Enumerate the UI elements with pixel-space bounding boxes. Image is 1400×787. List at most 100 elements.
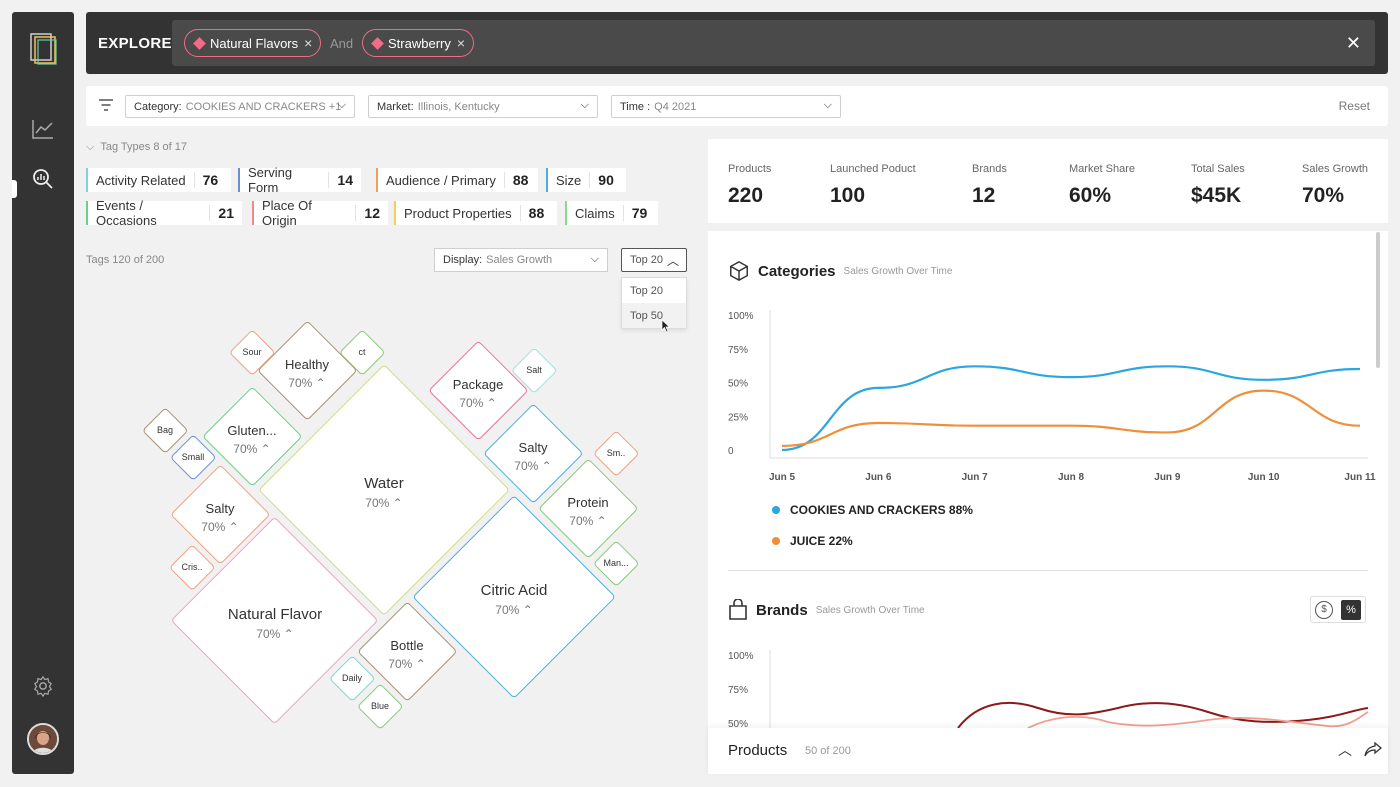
tag-tile-label: Sour	[192, 347, 312, 358]
chip-remove-icon[interactable]: ×	[304, 35, 313, 51]
tag-growth: 70% ⌃	[160, 520, 280, 534]
chevron-up-icon: ︿	[666, 254, 679, 268]
top-n-option[interactable]: Top 50	[622, 303, 686, 328]
tag-name: Sm..	[606, 447, 626, 458]
tag-type-audience-primary[interactable]: Audience / Primary 88	[376, 168, 538, 192]
explore-query-field[interactable]: Natural Flavors × And Strawberry × ✕	[172, 20, 1375, 66]
percent-icon[interactable]: %	[1341, 599, 1361, 620]
mouse-cursor-icon	[661, 319, 671, 338]
tag-type-events-occasions[interactable]: Events / Occasions 21	[86, 198, 242, 228]
kpi-label: Brands	[972, 163, 1007, 175]
brands-title: Brands	[756, 601, 808, 619]
dollar-icon[interactable]: $	[1315, 600, 1333, 619]
tag-growth: 70% ⌃	[324, 496, 444, 510]
tag-type-label: Audience / Primary	[386, 172, 496, 188]
panel-scrollbar[interactable]	[1376, 232, 1380, 368]
settings-gear-icon[interactable]	[12, 675, 74, 697]
category-label: Category:	[134, 100, 182, 113]
tag-type-serving-form[interactable]: Serving Form 14	[238, 165, 361, 195]
tag-type-count: 88	[503, 172, 537, 188]
user-avatar[interactable]	[27, 723, 59, 755]
tag-type-activity-related[interactable]: Activity Related 76	[86, 168, 231, 192]
tag-type-count: 12	[355, 205, 388, 221]
tag-growth-value: 70%	[459, 395, 484, 410]
chevron-down-icon: ⌵	[337, 99, 346, 111]
filter-icon[interactable]	[98, 98, 114, 117]
tag-name: Bag	[156, 424, 173, 435]
top-n-value: Top 20	[630, 254, 664, 266]
top-n-select[interactable]: Top 20 ︿	[621, 248, 687, 272]
reset-button[interactable]: Reset	[1338, 99, 1370, 113]
time-select[interactable]: Time : Q4 2021 ⌵	[611, 95, 841, 118]
tag-name: Salty	[518, 440, 548, 455]
x-tick-label: Jun 10	[1248, 472, 1280, 483]
app-logo-icon[interactable]	[12, 30, 74, 66]
tag-tile-label: Small	[133, 452, 253, 463]
tag-growth: 70% ⌃	[528, 514, 648, 528]
trend-chart-icon[interactable]	[12, 118, 74, 140]
category-select[interactable]: Category: COOKIES AND CRACKERS +1 ⌵	[125, 95, 355, 118]
market-label: Market:	[377, 100, 414, 113]
chevron-down-icon: ⌵	[86, 141, 95, 153]
y-tick-label: 100%	[728, 651, 754, 662]
tag-name: Healthy	[284, 357, 330, 372]
kpi-value: 220	[728, 184, 764, 207]
tag-tile-label: Cris..	[132, 562, 252, 573]
shopping-bag-icon	[729, 599, 747, 620]
tag-name: Salt	[526, 364, 542, 375]
tag-types-toggle[interactable]: ⌵ Tag Types 8 of 17	[86, 141, 187, 154]
tag-map: Water 70% ⌃ Natural Flavor 70% ⌃ Citric Acid…	[86, 280, 706, 780]
tag-name: Gluten...	[227, 423, 277, 438]
tag-name: Protein	[567, 495, 609, 510]
categories-header: Categories Sales Growth Over Time	[728, 260, 952, 282]
query-chip-natural-flavors[interactable]: Natural Flavors ×	[184, 29, 322, 57]
tag-type-place-of-origin[interactable]: Place Of Origin 12	[252, 198, 388, 228]
tag-type-count: 79	[622, 205, 656, 221]
tag-tile-label: Salt	[474, 365, 594, 376]
chip-remove-icon[interactable]: ×	[456, 35, 466, 51]
products-title: Products	[728, 742, 788, 759]
tag-growth-value: 70%	[495, 603, 520, 617]
tags-count: Tags 120 of 200	[86, 254, 165, 266]
double-chevron-up-icon: ⌃	[593, 513, 607, 528]
tag-name: Cris..	[181, 561, 203, 572]
tag-growth-value: 70%	[201, 519, 226, 534]
tag-tile-label: Salty 70% ⌃	[473, 440, 593, 473]
chevron-up-icon[interactable]: ︿	[1338, 742, 1352, 758]
tag-type-count: 76	[193, 172, 227, 188]
double-chevron-up-icon: ⌃	[519, 603, 533, 617]
diamond-icon	[371, 36, 384, 50]
kpi-value: 60%	[1069, 184, 1112, 207]
products-bar[interactable]: Products 50 of 200 ︿	[708, 728, 1388, 774]
series-line-0	[781, 365, 1361, 452]
brand-series-line	[1027, 711, 1369, 728]
display-select[interactable]: Display: Sales Growth ⌵	[434, 248, 608, 272]
y-tick-label: 75%	[728, 685, 748, 696]
double-chevron-up-icon: ⌃	[312, 375, 326, 390]
tag-type-product-properties[interactable]: Product Properties 88	[394, 201, 557, 225]
chip-label: Natural Flavors	[210, 35, 299, 51]
tag-name: Salty	[205, 501, 235, 516]
tag-tile-label: Water 70% ⌃	[324, 475, 444, 510]
explore-search-icon[interactable]	[12, 167, 74, 191]
tag-type-size[interactable]: Size 90	[546, 168, 626, 192]
top-n-option[interactable]: Top 20	[630, 285, 664, 297]
value-percent-toggle[interactable]: $ %	[1310, 596, 1366, 623]
market-select[interactable]: Market: Illinois, Kentucky ⌵	[368, 95, 598, 118]
tag-type-label: Activity Related	[96, 172, 186, 188]
query-chip-strawberry[interactable]: Strawberry ×	[362, 29, 475, 57]
legend-dot	[772, 537, 780, 545]
top-n-dropdown: Top 20 Top 50	[621, 277, 687, 329]
kpi-value: $45K	[1191, 184, 1242, 207]
share-export-icon[interactable]	[1364, 741, 1383, 763]
sidebar	[12, 12, 74, 774]
tag-name: Man...	[603, 557, 629, 568]
double-chevron-up-icon: ⌃	[257, 441, 271, 456]
kpi-market-share: Market Share 60%	[1069, 163, 1135, 208]
tag-type-claims[interactable]: Claims 79	[565, 201, 658, 225]
clear-query-close-icon[interactable]: ✕	[1345, 33, 1361, 53]
category-value: COOKIES AND CRACKERS +1	[185, 100, 342, 113]
tag-type-count: 90	[589, 172, 622, 188]
kpi-label: Total Sales	[1191, 163, 1245, 175]
legend-item-juice: JUICE 22%	[772, 534, 853, 548]
